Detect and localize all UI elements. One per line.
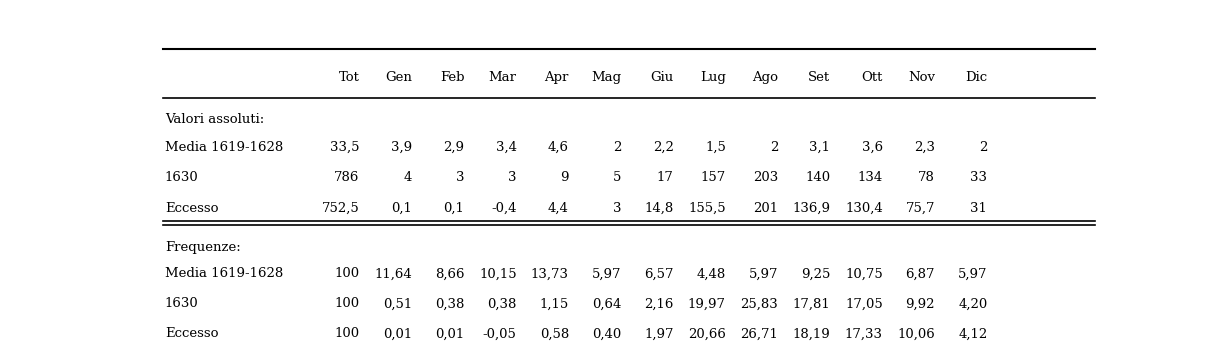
Text: 4,6: 4,6 bbox=[548, 141, 569, 154]
Text: 9,25: 9,25 bbox=[801, 267, 831, 280]
Text: 2,9: 2,9 bbox=[443, 141, 464, 154]
Text: 10,15: 10,15 bbox=[479, 267, 517, 280]
Text: 13,73: 13,73 bbox=[531, 267, 569, 280]
Text: 0,01: 0,01 bbox=[383, 327, 412, 340]
Text: 6,57: 6,57 bbox=[644, 267, 674, 280]
Text: Lug: Lug bbox=[699, 71, 726, 84]
Text: 130,4: 130,4 bbox=[845, 202, 882, 215]
Text: 5,97: 5,97 bbox=[958, 267, 988, 280]
Text: 3: 3 bbox=[455, 171, 464, 184]
Text: Giu: Giu bbox=[650, 71, 674, 84]
Text: 31: 31 bbox=[971, 202, 988, 215]
Text: 3,9: 3,9 bbox=[391, 141, 412, 154]
Text: 18,19: 18,19 bbox=[793, 327, 831, 340]
Text: 0,64: 0,64 bbox=[591, 297, 621, 310]
Text: 14,8: 14,8 bbox=[644, 202, 674, 215]
Text: 33: 33 bbox=[971, 171, 988, 184]
Text: 6,87: 6,87 bbox=[906, 267, 935, 280]
Text: -0,05: -0,05 bbox=[482, 327, 517, 340]
Text: 4,4: 4,4 bbox=[548, 202, 569, 215]
Text: 75,7: 75,7 bbox=[906, 202, 935, 215]
Text: 3,6: 3,6 bbox=[861, 141, 882, 154]
Text: 17,81: 17,81 bbox=[793, 297, 831, 310]
Text: 9: 9 bbox=[561, 171, 569, 184]
Text: 5,97: 5,97 bbox=[591, 267, 621, 280]
Text: 4,12: 4,12 bbox=[958, 327, 988, 340]
Text: 19,97: 19,97 bbox=[688, 297, 726, 310]
Text: Media 1619-1628: Media 1619-1628 bbox=[164, 141, 283, 154]
Text: 4: 4 bbox=[404, 171, 412, 184]
Text: Mag: Mag bbox=[591, 71, 621, 84]
Text: Apr: Apr bbox=[545, 71, 569, 84]
Text: Media 1619-1628: Media 1619-1628 bbox=[164, 267, 283, 280]
Text: 10,75: 10,75 bbox=[845, 267, 882, 280]
Text: Tot: Tot bbox=[339, 71, 360, 84]
Text: Mar: Mar bbox=[488, 71, 517, 84]
Text: Dic: Dic bbox=[966, 71, 988, 84]
Text: 157: 157 bbox=[701, 171, 726, 184]
Text: Feb: Feb bbox=[439, 71, 464, 84]
Text: 1,5: 1,5 bbox=[706, 141, 726, 154]
Text: 10,06: 10,06 bbox=[897, 327, 935, 340]
Text: Nov: Nov bbox=[908, 71, 935, 84]
Text: Ago: Ago bbox=[752, 71, 778, 84]
Text: Eccesso: Eccesso bbox=[164, 202, 218, 215]
Text: 140: 140 bbox=[805, 171, 831, 184]
Text: 25,83: 25,83 bbox=[740, 297, 778, 310]
Text: 752,5: 752,5 bbox=[321, 202, 360, 215]
Text: 17: 17 bbox=[656, 171, 674, 184]
Text: 0,01: 0,01 bbox=[436, 327, 464, 340]
Text: 17,05: 17,05 bbox=[845, 297, 882, 310]
Text: Frequenze:: Frequenze: bbox=[164, 241, 240, 255]
Text: 2,16: 2,16 bbox=[644, 297, 674, 310]
Text: 1630: 1630 bbox=[164, 297, 199, 310]
Text: Ott: Ott bbox=[861, 71, 882, 84]
Text: 5,97: 5,97 bbox=[748, 267, 778, 280]
Text: 3: 3 bbox=[612, 202, 621, 215]
Text: 1630: 1630 bbox=[164, 171, 199, 184]
Text: 1,15: 1,15 bbox=[540, 297, 569, 310]
Text: 2: 2 bbox=[979, 141, 988, 154]
Text: -0,4: -0,4 bbox=[491, 202, 517, 215]
Text: 2: 2 bbox=[769, 141, 778, 154]
Text: 17,33: 17,33 bbox=[844, 327, 882, 340]
Text: 0,38: 0,38 bbox=[434, 297, 464, 310]
Text: 100: 100 bbox=[335, 267, 360, 280]
Text: Gen: Gen bbox=[385, 71, 412, 84]
Text: 4,20: 4,20 bbox=[958, 297, 988, 310]
Text: 5: 5 bbox=[612, 171, 621, 184]
Text: 3,1: 3,1 bbox=[810, 141, 831, 154]
Text: 11,64: 11,64 bbox=[374, 267, 412, 280]
Text: 100: 100 bbox=[335, 297, 360, 310]
Text: 26,71: 26,71 bbox=[740, 327, 778, 340]
Text: Set: Set bbox=[809, 71, 831, 84]
Text: 2,3: 2,3 bbox=[914, 141, 935, 154]
Text: 78: 78 bbox=[918, 171, 935, 184]
Text: Valori assoluti:: Valori assoluti: bbox=[164, 113, 264, 126]
Text: 2: 2 bbox=[612, 141, 621, 154]
Text: 4,48: 4,48 bbox=[697, 267, 726, 280]
Text: 134: 134 bbox=[858, 171, 882, 184]
Text: 2,2: 2,2 bbox=[653, 141, 674, 154]
Text: 100: 100 bbox=[335, 327, 360, 340]
Text: 155,5: 155,5 bbox=[688, 202, 726, 215]
Text: 0,1: 0,1 bbox=[391, 202, 412, 215]
Text: Eccesso: Eccesso bbox=[164, 327, 218, 340]
Text: 203: 203 bbox=[753, 171, 778, 184]
Text: 8,66: 8,66 bbox=[434, 267, 464, 280]
Text: 1,97: 1,97 bbox=[644, 327, 674, 340]
Text: 0,38: 0,38 bbox=[487, 297, 517, 310]
Text: 0,51: 0,51 bbox=[383, 297, 412, 310]
Text: 0,1: 0,1 bbox=[443, 202, 464, 215]
Text: 136,9: 136,9 bbox=[793, 202, 831, 215]
Text: 33,5: 33,5 bbox=[330, 141, 360, 154]
Text: 0,40: 0,40 bbox=[591, 327, 621, 340]
Text: 0,58: 0,58 bbox=[540, 327, 569, 340]
Text: 786: 786 bbox=[334, 171, 360, 184]
Text: 9,92: 9,92 bbox=[906, 297, 935, 310]
Text: 3: 3 bbox=[508, 171, 517, 184]
Text: 201: 201 bbox=[753, 202, 778, 215]
Text: 3,4: 3,4 bbox=[496, 141, 517, 154]
Text: 20,66: 20,66 bbox=[688, 327, 726, 340]
